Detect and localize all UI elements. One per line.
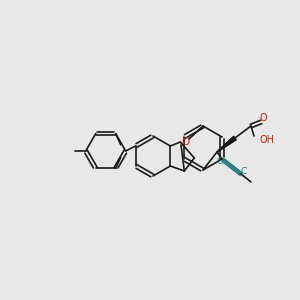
Text: C: C: [217, 158, 223, 166]
Text: C: C: [241, 167, 247, 176]
Text: OH: OH: [259, 135, 274, 145]
Polygon shape: [217, 136, 236, 152]
Text: O: O: [259, 113, 267, 123]
Text: O: O: [181, 137, 189, 147]
